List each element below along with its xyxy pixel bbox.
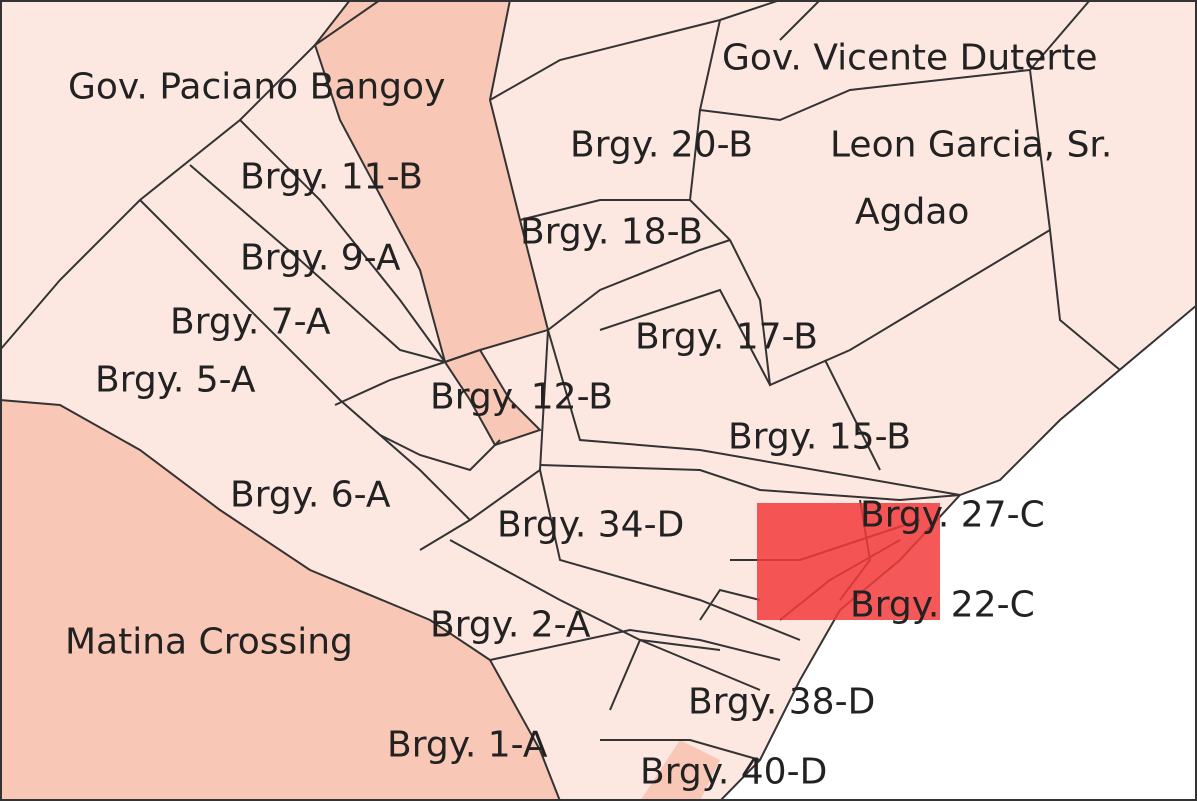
area-label: Brgy. 27-C (860, 495, 1045, 536)
region-dark (0, 398, 562, 801)
area-label: Brgy. 7-A (170, 302, 331, 343)
area-label: Brgy. 38-D (688, 682, 875, 723)
area-label: Brgy. 9-A (240, 238, 401, 279)
area-label: Brgy. 17-B (635, 317, 818, 358)
area-label: Brgy. 18-B (520, 212, 703, 253)
area-label: Brgy. 1-A (387, 725, 548, 766)
area-label: Brgy. 6-A (230, 475, 391, 516)
area-label: Gov. Vicente Duterte (722, 38, 1098, 79)
region-dark (443, 348, 542, 447)
area-label: Brgy. 12-B (430, 377, 613, 418)
area-label: Matina Crossing (65, 622, 353, 663)
area-label: Brgy. 5-A (95, 360, 256, 401)
area-label: Gov. Paciano Bangoy (68, 67, 445, 108)
region-dark (640, 740, 720, 801)
area-label: Brgy. 40-D (640, 752, 827, 793)
highlight (757, 503, 940, 620)
labels: Gov. Paciano Bangoy Gov. Vicente Duterte… (65, 38, 1112, 793)
area-label: Brgy. 20-B (570, 125, 753, 166)
area-label: Brgy. 22-C (850, 585, 1035, 626)
boundaries (0, 0, 1121, 761)
area-label: Brgy. 2-A (430, 605, 591, 646)
area-label: Brgy. 34-D (497, 505, 684, 546)
area-label: Brgy. 15-B (728, 417, 911, 458)
area-label: Brgy. 11-B (240, 157, 423, 198)
area-label: Agdao (855, 192, 969, 233)
area-label: Leon Garcia, Sr. (830, 125, 1112, 166)
